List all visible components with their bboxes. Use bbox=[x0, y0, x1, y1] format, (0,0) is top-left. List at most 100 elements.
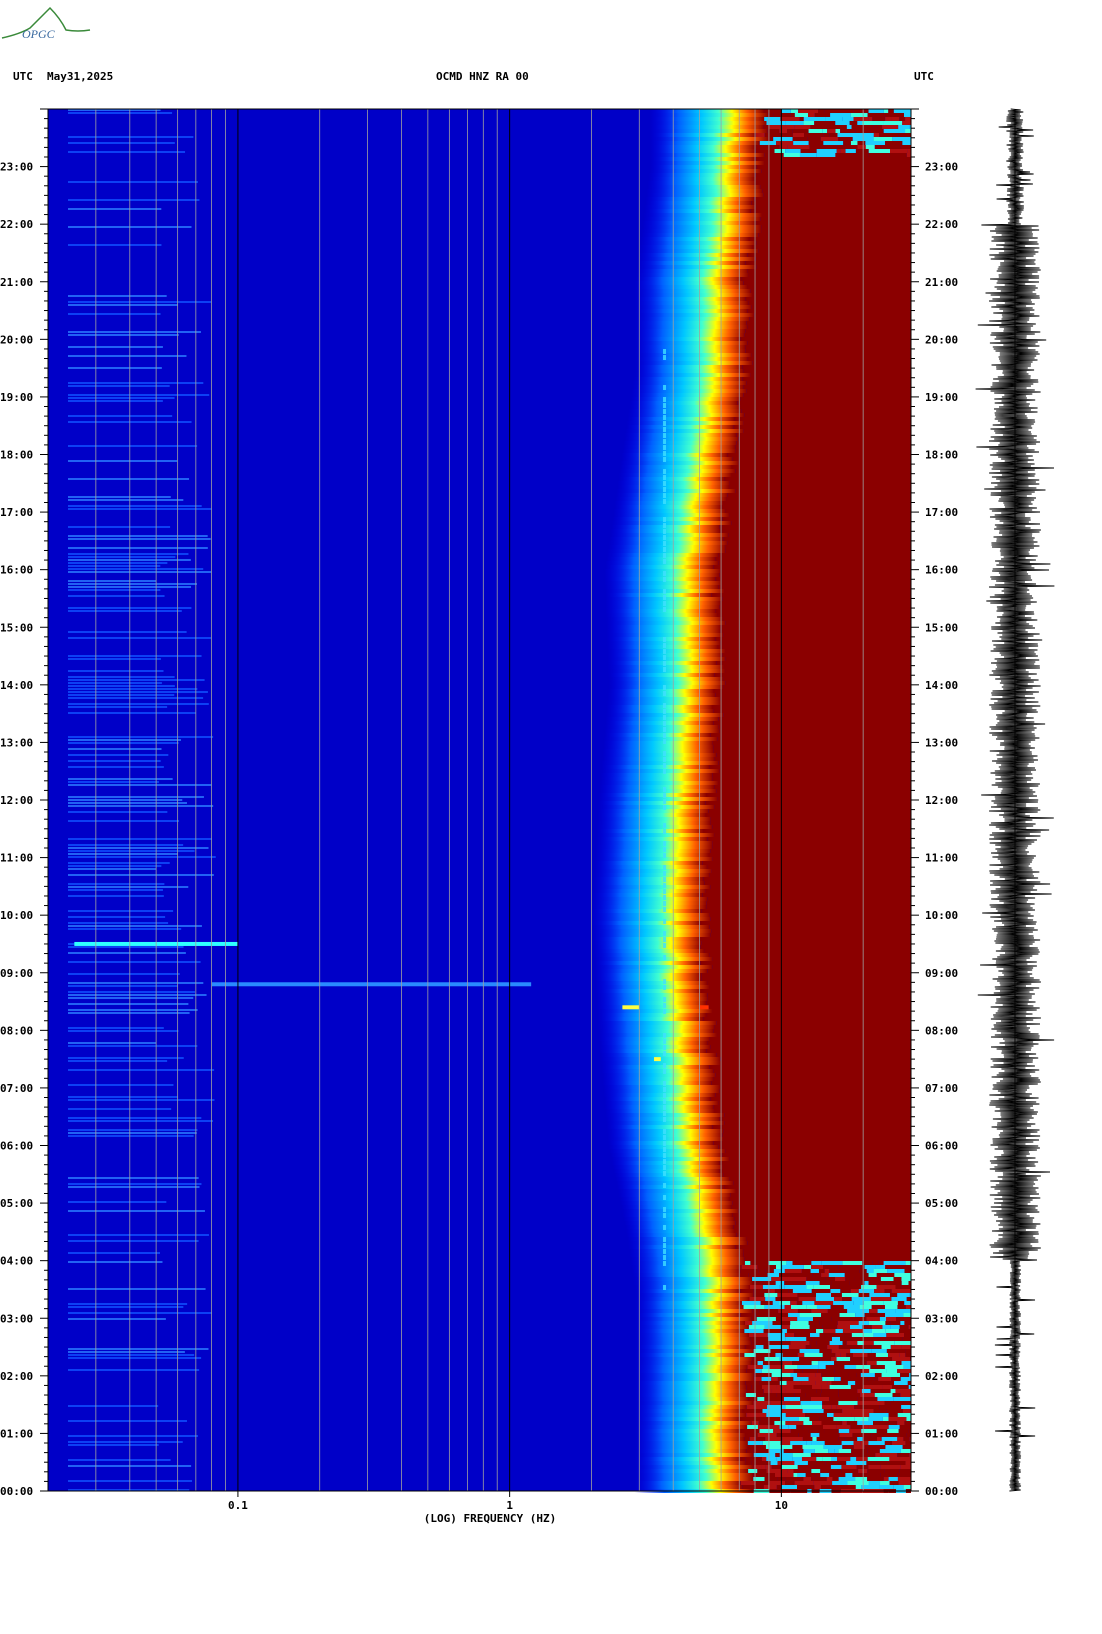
saturated-row bbox=[743, 281, 911, 285]
saturated-row bbox=[710, 849, 911, 853]
saturated-row bbox=[704, 881, 911, 885]
saturated-row bbox=[756, 265, 911, 269]
mixed-energy-cell bbox=[809, 1341, 817, 1345]
mixed-energy-cell bbox=[819, 1417, 834, 1421]
mixed-energy-cell bbox=[764, 1477, 778, 1481]
mixed-energy-cell bbox=[744, 1261, 751, 1265]
low-frequency-streak bbox=[68, 1303, 188, 1305]
mixed-energy-cell bbox=[850, 1349, 872, 1353]
low-frequency-streak bbox=[68, 865, 162, 867]
energy-gradient-row bbox=[627, 413, 745, 417]
low-frequency-streak bbox=[68, 346, 163, 348]
saturated-row bbox=[731, 1205, 911, 1209]
mixed-energy-cell bbox=[801, 1457, 817, 1461]
mixed-energy-cell bbox=[831, 1317, 853, 1321]
low-frequency-streak bbox=[68, 889, 163, 891]
energy-gradient-row bbox=[634, 1481, 741, 1485]
saturated-row bbox=[700, 945, 911, 949]
saturated-row bbox=[754, 177, 911, 181]
energy-gradient-row bbox=[599, 1041, 708, 1045]
mixed-energy-cell bbox=[761, 1465, 766, 1469]
saturated-row bbox=[706, 1001, 911, 1005]
mixed-energy-cell bbox=[790, 1305, 807, 1309]
saturated-row bbox=[701, 909, 911, 913]
energy-gradient-row bbox=[614, 501, 724, 505]
energy-gradient-row bbox=[634, 1485, 743, 1489]
mixed-energy-cell bbox=[775, 1453, 780, 1457]
mixed-energy-cell bbox=[888, 1353, 900, 1357]
mixed-energy-cell bbox=[818, 1269, 825, 1273]
low-frequency-streak bbox=[68, 1108, 172, 1110]
tonal-line-segment bbox=[663, 901, 667, 906]
tonal-line-segment bbox=[663, 457, 667, 462]
mixed-energy-cell bbox=[842, 1409, 864, 1413]
low-frequency-streak bbox=[68, 556, 176, 558]
y-tick-label-left: 21:00 bbox=[0, 276, 33, 289]
mixed-energy-cell bbox=[897, 1369, 911, 1373]
mixed-energy-cell bbox=[790, 1373, 798, 1377]
mixed-energy-cell bbox=[868, 1417, 883, 1421]
tonal-line-segment bbox=[663, 739, 667, 744]
energy-gradient-row bbox=[622, 1213, 733, 1217]
mixed-energy-cell bbox=[902, 121, 911, 125]
energy-gradient-row bbox=[605, 721, 714, 725]
y-tick-label-left: 01:00 bbox=[0, 1427, 33, 1440]
mixed-energy-cell bbox=[900, 1465, 911, 1469]
tonal-line-segment bbox=[663, 1111, 667, 1116]
energy-gradient-row bbox=[591, 917, 711, 921]
mixed-energy-cell bbox=[835, 1329, 843, 1333]
mixed-energy-cell bbox=[834, 1449, 839, 1453]
tonal-line-segment bbox=[663, 733, 667, 738]
mixed-energy-cell bbox=[820, 1469, 842, 1473]
mixed-energy-cell bbox=[790, 1441, 807, 1445]
mixed-energy-cell bbox=[815, 1381, 828, 1385]
saturated-row bbox=[741, 409, 911, 413]
tonal-line-segment bbox=[663, 823, 667, 828]
energy-gradient-row bbox=[603, 737, 718, 741]
mixed-energy-cell bbox=[785, 149, 801, 153]
low-frequency-streak bbox=[68, 1120, 213, 1122]
mixed-energy-cell bbox=[799, 1349, 820, 1353]
tonal-line-segment bbox=[663, 1093, 667, 1098]
saturated-row bbox=[756, 221, 911, 225]
saturated-row bbox=[706, 905, 911, 909]
saturated-row bbox=[758, 233, 911, 237]
mixed-energy-cell bbox=[838, 1449, 852, 1453]
tonal-line-segment bbox=[663, 1063, 667, 1068]
saturated-row bbox=[746, 321, 911, 325]
saturated-row bbox=[713, 1141, 911, 1145]
saturated-row bbox=[734, 417, 911, 421]
saturated-row bbox=[709, 913, 911, 917]
mixed-energy-cell bbox=[741, 1429, 756, 1433]
mixed-energy-cell bbox=[867, 113, 885, 117]
mixed-energy-cell bbox=[803, 1477, 812, 1481]
low-frequency-streak bbox=[68, 1435, 199, 1437]
mixed-energy-cell bbox=[815, 1473, 821, 1477]
saturated-row bbox=[723, 1137, 911, 1141]
saturated-row bbox=[709, 1065, 911, 1069]
tonal-line-segment bbox=[663, 1183, 667, 1188]
mixed-energy-cell bbox=[909, 125, 911, 129]
low-frequency-streak bbox=[68, 547, 208, 549]
saturated-row bbox=[713, 1069, 911, 1073]
mixed-energy-cell bbox=[805, 1473, 816, 1477]
mixed-energy-cell bbox=[830, 113, 851, 117]
saturated-row bbox=[738, 437, 911, 441]
tonal-line-segment bbox=[663, 601, 667, 606]
energy-gradient-row bbox=[640, 241, 757, 245]
low-frequency-streak bbox=[68, 568, 204, 570]
mixed-energy-cell bbox=[811, 1309, 828, 1313]
low-frequency-streak bbox=[68, 748, 162, 750]
mixed-energy-cell bbox=[824, 1429, 839, 1433]
mixed-energy-cell bbox=[868, 1273, 877, 1277]
saturated-row bbox=[726, 497, 911, 501]
tonal-line-segment bbox=[663, 541, 667, 546]
mixed-energy-cell bbox=[901, 1281, 909, 1285]
mixed-energy-cell bbox=[837, 1321, 859, 1325]
saturated-row bbox=[702, 861, 911, 865]
mixed-energy-cell bbox=[888, 109, 894, 113]
mixed-energy-cell bbox=[829, 133, 838, 137]
saturated-row bbox=[724, 589, 911, 593]
energy-gradient-row bbox=[632, 385, 744, 389]
energy-gradient-row bbox=[634, 313, 755, 317]
